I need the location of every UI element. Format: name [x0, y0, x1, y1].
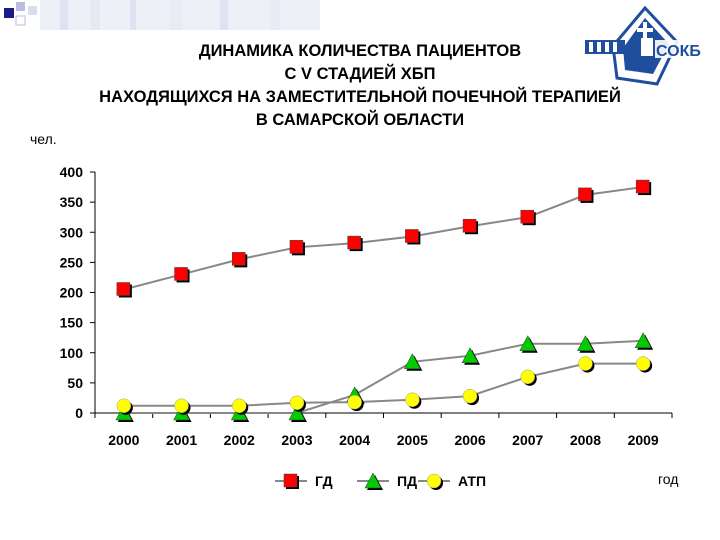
y-tick-label: 350: [60, 194, 84, 210]
data-point-АТП: [174, 398, 189, 414]
data-point-ПД: [519, 335, 537, 351]
series-line-ГД: [123, 186, 644, 291]
legend-marker: [364, 472, 382, 489]
logo-text: СОКБ: [656, 43, 701, 60]
series-line-АТП: [123, 362, 644, 407]
data-point-ГД: [116, 282, 131, 296]
data-point-АТП: [635, 356, 651, 371]
data-point-АТП: [289, 395, 305, 411]
slide-title: ДИНАМИКА КОЛИЧЕСТВА ПАЦИЕНТОВ С V СТАДИЕ…: [0, 40, 720, 132]
legend-label: ПД: [397, 473, 417, 489]
data-point-АТП: [232, 398, 247, 414]
title-line-4: В САМАРСКОЙ ОБЛАСТИ: [255, 111, 465, 129]
y-axis-label: чел.: [30, 131, 57, 147]
x-tick-label: 2000: [108, 432, 139, 448]
data-point-АТП: [462, 388, 478, 404]
data-point-ГД: [174, 267, 188, 281]
x-tick-label: 2001: [166, 432, 197, 448]
data-point-ГД: [462, 218, 477, 233]
x-tick-label: 2008: [570, 432, 601, 448]
x-tick-label: 2009: [628, 432, 659, 448]
data-point-ГД: [635, 179, 650, 194]
y-tick-label: 50: [67, 375, 83, 391]
y-tick-label: 200: [60, 285, 84, 301]
corner-decoration: [4, 0, 320, 30]
data-point-ГД: [232, 252, 246, 266]
data-point-ГД: [520, 209, 534, 224]
data-point-АТП: [116, 398, 132, 414]
data-point-ПД: [403, 353, 421, 370]
title-line-2: С V СТАДИЕЙ ХБП: [284, 65, 436, 83]
legend-marker: [283, 473, 298, 488]
legend-marker: [426, 473, 442, 489]
x-axis-label: год: [658, 471, 679, 487]
x-tick-label: 2006: [454, 432, 485, 448]
legend-label: ГД: [315, 473, 333, 489]
x-tick-label: 2004: [339, 432, 370, 448]
legend-label: АТП: [458, 473, 486, 489]
data-point-ПД: [577, 335, 594, 351]
y-tick-label: 0: [75, 405, 83, 421]
x-tick-label: 2005: [397, 432, 428, 448]
title-line-3: НАХОДЯЩИХСЯ НА ЗАМЕСТИТЕЛЬНОЙ ПОЧЕЧНОЙ Т…: [99, 88, 621, 106]
y-tick-label: 400: [60, 164, 84, 180]
data-point-АТП: [405, 392, 420, 407]
x-tick-label: 2003: [281, 432, 312, 448]
y-tick-label: 250: [60, 254, 84, 270]
title-line-1: ДИНАМИКА КОЛИЧЕСТВА ПАЦИЕНТОВ: [198, 42, 522, 60]
y-tick-label: 300: [60, 224, 84, 240]
data-point-ГД: [578, 187, 592, 202]
series-line-ПД: [123, 339, 644, 414]
data-point-АТП: [578, 356, 593, 371]
data-point-ПД: [461, 347, 479, 364]
data-point-ПД: [288, 404, 306, 421]
y-tick-label: 150: [60, 315, 84, 331]
y-tick-label: 100: [60, 345, 84, 361]
data-point-ПД: [634, 332, 652, 348]
x-tick-label: 2007: [512, 432, 543, 448]
x-tick-label: 2002: [224, 432, 255, 448]
data-point-АТП: [520, 369, 535, 385]
data-point-ГД: [405, 229, 419, 243]
data-point-ГД: [347, 235, 361, 250]
hospital-logo: СОКБ: [585, 5, 720, 86]
data-point-АТП: [347, 394, 362, 410]
data-point-ГД: [289, 240, 304, 254]
